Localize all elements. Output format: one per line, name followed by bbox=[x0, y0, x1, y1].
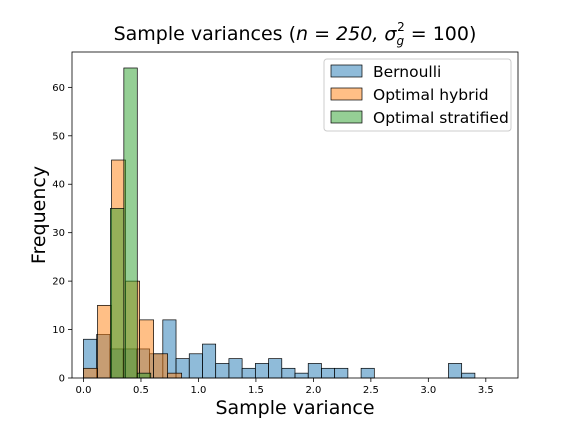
bar-optimal-stratified bbox=[136, 372, 152, 379]
legend-frame bbox=[323, 58, 512, 132]
title-subscript: g bbox=[396, 34, 404, 48]
legend-swatch bbox=[330, 110, 363, 124]
title-prefix: Sample variances ( bbox=[114, 23, 296, 45]
y-tick-label: 10 bbox=[52, 325, 65, 336]
title-n-part: n = 250, bbox=[296, 23, 384, 45]
x-axis-label: Sample variance bbox=[215, 397, 374, 419]
title-superscript: 2 bbox=[397, 20, 405, 34]
bar-bernoulli bbox=[254, 363, 269, 379]
y-tick-label: 60 bbox=[52, 83, 65, 94]
y-tick-label: 20 bbox=[52, 277, 65, 288]
bar-bernoulli bbox=[268, 358, 283, 379]
legend-label: Optimal hybrid bbox=[373, 86, 489, 104]
x-tick-label: 2.0 bbox=[305, 385, 321, 396]
bar-bernoulli bbox=[188, 353, 203, 379]
legend-label: Bernoulli bbox=[373, 63, 441, 81]
legend: Bernoulli Optimal hybrid Optimal stratifie… bbox=[323, 58, 512, 132]
bar-bernoulli bbox=[321, 367, 336, 379]
y-tick-label: 30 bbox=[52, 228, 65, 239]
bar-bernoulli bbox=[241, 367, 256, 379]
legend-swatch bbox=[330, 87, 363, 101]
x-tick-label: 0.0 bbox=[76, 385, 92, 396]
bar-optimal-stratified bbox=[110, 208, 125, 379]
plot-frame bbox=[71, 51, 519, 379]
x-tick-label: 1.5 bbox=[248, 385, 264, 396]
bar-bernoulli bbox=[202, 343, 217, 379]
x-tick-label: 3.0 bbox=[420, 385, 436, 396]
bar-bernoulli bbox=[448, 363, 463, 379]
y-axis-label: Frequency bbox=[28, 166, 50, 264]
bar-bernoulli bbox=[294, 372, 309, 379]
legend-swatch bbox=[330, 64, 363, 78]
bar-optimal-hybrid bbox=[139, 319, 154, 379]
title-suffix: = 100) bbox=[405, 23, 477, 45]
bar-optimal-hybrid bbox=[97, 304, 112, 379]
x-tick-label: 1.0 bbox=[190, 385, 206, 396]
y-axis-ticks: 0 10 20 30 40 50 60 bbox=[52, 83, 72, 385]
bar-bernoulli bbox=[215, 363, 230, 379]
bar-optimal-hybrid bbox=[153, 353, 168, 379]
x-tick-label: 0.5 bbox=[133, 385, 149, 396]
y-tick-label: 50 bbox=[52, 131, 65, 142]
x-axis-ticks: 0.0 0.5 1.0 1.5 2.0 2.5 3.0 3.5 bbox=[76, 378, 494, 396]
title-sigma: σ bbox=[384, 23, 397, 45]
legend-label: Optimal stratified bbox=[373, 109, 509, 127]
x-tick-label: 2.5 bbox=[363, 385, 379, 396]
bar-bernoulli bbox=[228, 358, 243, 379]
bar-bernoulli bbox=[360, 367, 375, 379]
chart-title: Sample variances (n = 250, σg2 = 100) bbox=[114, 20, 477, 48]
bar-bernoulli bbox=[461, 372, 476, 379]
bar-optimal-hybrid bbox=[167, 372, 183, 379]
bar-optimal-stratified bbox=[123, 67, 138, 379]
x-tick-label: 3.5 bbox=[478, 385, 494, 396]
y-tick-label: 40 bbox=[52, 180, 65, 191]
bar-bernoulli bbox=[281, 367, 296, 379]
bars-layer bbox=[83, 67, 476, 379]
bar-optimal-hybrid bbox=[83, 367, 98, 379]
bar-bernoulli bbox=[307, 363, 322, 379]
y-tick-label: 0 bbox=[59, 374, 65, 385]
bar-bernoulli bbox=[334, 367, 349, 379]
